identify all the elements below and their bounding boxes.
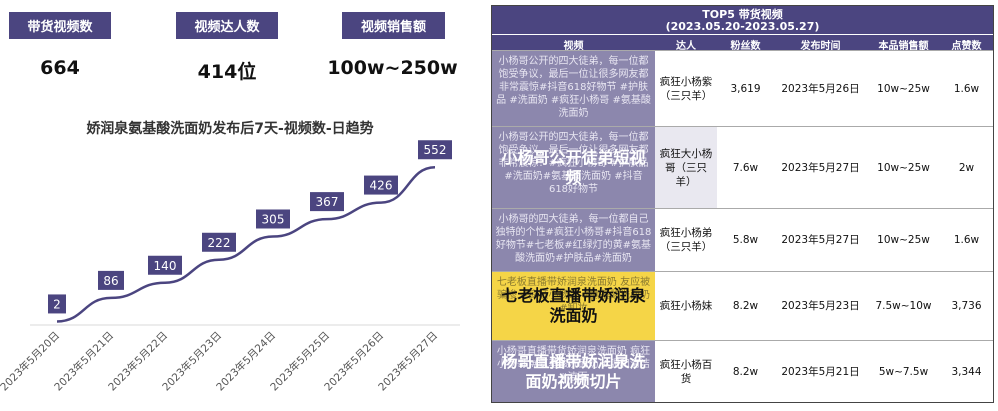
data-label: 552 [418, 140, 452, 160]
stat-label-sales: 视频销售额 [342, 12, 445, 39]
data-label-box [256, 209, 290, 229]
cell-date: 2023年5月26日 [781, 82, 860, 95]
cell-sales: 7.5w~10w [875, 300, 932, 312]
data-label-text: 86 [103, 274, 118, 288]
data-label-text: 2 [53, 297, 61, 311]
col-header-likes: 点赞数 [951, 41, 982, 52]
data-label: 140 [148, 255, 182, 275]
cell-likes: 3,736 [951, 300, 982, 312]
stat-value-video-count: 664 [40, 57, 80, 79]
top5-video-table: TOP5 带货视频 (2023.05.20-2023.05.27) 视频 达人 … [491, 5, 994, 403]
data-label-box [418, 140, 452, 160]
col-header-sales: 本品销售额 [878, 41, 929, 52]
cell-video-overlay-title: 七老板直播带娇润泉洗面奶 [501, 286, 646, 325]
cell-likes: 2w [958, 161, 975, 174]
table-header-row: 视频 达人 粉丝数 发布时间 本品销售额 点赞数 [492, 35, 993, 52]
data-label-box [364, 175, 398, 195]
cell-fans: 5.8w [732, 234, 759, 246]
cell-sales: 10w~25w [877, 161, 930, 174]
cell-video-thumbnail[interactable]: 七老板直播带娇润泉洗面奶 友应被骗惨 #疯狂小杨哥 #氨基酸洗面奶 #卸妆 [492, 272, 655, 340]
cell-fans: 7.6w [732, 161, 759, 174]
table-row: 七老板直播带娇润泉洗面奶 友应被骗惨 #疯狂小杨哥 #氨基酸洗面奶 #卸妆 七老板… [492, 271, 993, 340]
data-label-box [98, 270, 124, 290]
data-label: 2 [48, 294, 66, 314]
cell-date: 2023年5月21日 [781, 365, 860, 378]
data-label: 86 [98, 270, 124, 290]
cell-video-thumbnail[interactable]: 小杨哥公开的四大徒弟，每一位都饱受争议，最后一位让很多网友都非常震惊#抖音618… [492, 51, 655, 126]
table-row: 小杨哥公开的四大徒弟，每一位都饱受争议，最后一位让很多网友都非常震惊！#疯狂小杨… [492, 126, 993, 208]
data-label: 367 [310, 192, 344, 212]
data-label-text: 140 [154, 259, 177, 273]
data-label-text: 552 [424, 143, 447, 157]
cell-sales: 10w~25w [877, 234, 930, 246]
cell-creator: 疯狂小杨弟（三只羊） [659, 227, 713, 253]
col-header-video: 视频 [563, 41, 584, 52]
cell-fans: 8.2w [732, 365, 759, 378]
data-label: 222 [202, 232, 236, 252]
table-title-main: TOP5 带货视频 [702, 8, 783, 21]
line-chart: 2861402223053674265522023年5月20日2023年5月21… [0, 140, 460, 393]
data-label-box [202, 232, 236, 252]
data-label-box [310, 192, 344, 212]
table-title: TOP5 带货视频 (2023.05.20-2023.05.27) [492, 6, 993, 34]
data-label-text: 305 [262, 212, 285, 226]
table-row: 小杨哥的四大徒弟，每一位都自己独特的个性#疯狂小杨哥#抖音618好物节#七老板#… [492, 208, 993, 271]
table-row: 小杨哥直播带货娇润泉洗面奶 疯狂小杨哥 #氨基酸洗面奶 #温和清洁 #洁面 杨哥直… [492, 340, 993, 402]
cell-likes: 1.6w [953, 234, 980, 246]
cell-date: 2023年5月27日 [781, 161, 860, 174]
cell-sales: 5w~7.5w [878, 365, 929, 378]
cell-fans: 8.2w [732, 300, 759, 312]
cell-creator: 疯狂小杨百货 [659, 358, 713, 385]
col-header-creator: 达人 [676, 41, 696, 52]
cell-creator: 疯狂小杨妹 [659, 300, 713, 312]
cell-date: 2023年5月23日 [781, 300, 860, 312]
table-title-range: (2023.05.20-2023.05.27) [665, 20, 820, 33]
data-label-text: 426 [370, 179, 393, 193]
stat-value-sales: 100w~250w [327, 57, 458, 79]
cell-video-thumbnail[interactable]: 小杨哥的四大徒弟，每一位都自己独特的个性#疯狂小杨哥#抖音618好物节#七老板#… [492, 209, 655, 271]
stat-value-creator-count: 414位 [197, 61, 257, 83]
cell-video-thumbnail[interactable]: 小杨哥公开的四大徒弟，每一位都饱受争议，最后一位让很多网友都非常震惊！#疯狂小杨… [492, 127, 655, 208]
chart-title: 娇润泉氨基酸洗面奶发布后7天-视频数-日趋势 [86, 121, 374, 137]
data-label-box [148, 255, 182, 275]
cell-fans: 3,619 [730, 82, 761, 95]
stat-label-video-count: 带货视频数 [9, 12, 111, 39]
data-label-text: 222 [208, 236, 231, 250]
col-header-date: 发布时间 [800, 41, 841, 52]
table-row: 小杨哥公开的四大徒弟，每一位都饱受争议，最后一位让很多网友都非常震惊#抖音618… [492, 50, 993, 126]
col-header-fans: 粉丝数 [730, 41, 761, 52]
data-label-text: 367 [316, 195, 339, 209]
data-label: 305 [256, 209, 290, 229]
series-line [56, 165, 436, 323]
stat-label-creator-count: 视频达人数 [176, 12, 278, 39]
cell-video-overlay-title: 小杨哥公开徒弟短视频 [501, 147, 646, 187]
cell-likes: 3,344 [951, 365, 982, 378]
cell-video-thumbnail[interactable]: 小杨哥直播带货娇润泉洗面奶 疯狂小杨哥 #氨基酸洗面奶 #温和清洁 #洁面 [492, 341, 655, 402]
data-label-box [48, 294, 66, 314]
cell-sales: 10w~25w [877, 82, 930, 95]
cell-video-overlay-title: 杨哥直播带娇润泉洗面奶视频切片 [501, 351, 646, 391]
cell-creator: 疯狂小杨紫（三只羊） [659, 75, 713, 102]
cell-date: 2023年5月27日 [781, 234, 860, 246]
data-label: 426 [364, 175, 398, 195]
cell-creator: 疯狂大小杨哥（三只羊） [655, 127, 717, 208]
cell-likes: 1.6w [953, 82, 980, 95]
